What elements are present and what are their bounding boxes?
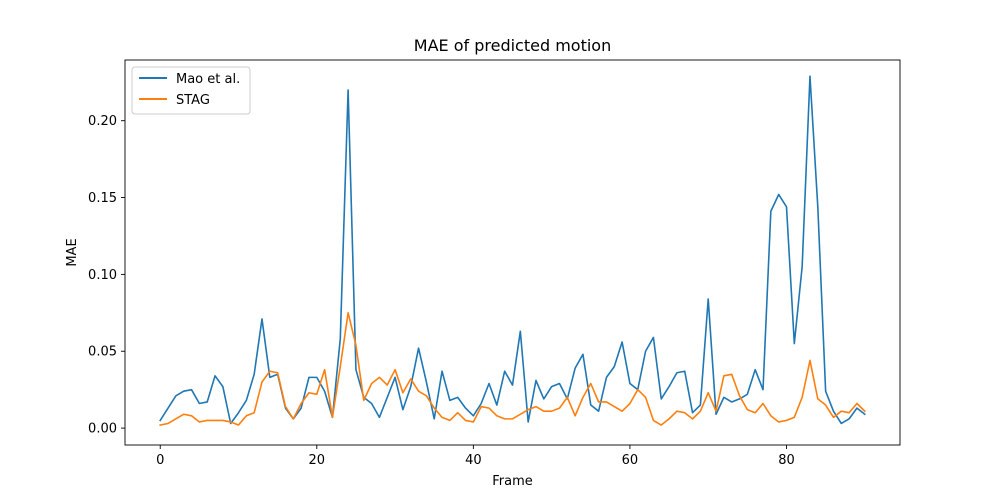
x-tick-label: 80: [778, 453, 795, 468]
series-layer: [159, 75, 866, 426]
y-axis-label: MAE: [65, 238, 80, 266]
y-tick-label: 0.20: [88, 114, 117, 129]
x-tick-label: 20: [309, 453, 326, 468]
series-line-stag: [159, 312, 866, 426]
y-tick-label: 0.10: [88, 268, 117, 283]
plot-area: [125, 60, 900, 445]
y-tick-label: 0.05: [88, 345, 117, 360]
legend-label-mao: Mao et al.: [176, 72, 240, 87]
x-tick-label: 60: [622, 453, 639, 468]
legend: Mao et al. STAG: [131, 66, 251, 115]
x-tick-label: 0: [156, 453, 164, 468]
x-axis-label: Frame: [492, 474, 533, 489]
x-tick-label: 40: [465, 453, 482, 468]
legend-label-stag: STAG: [176, 93, 210, 108]
y-tick-label: 0.00: [88, 422, 117, 437]
plot-frame: [124, 59, 901, 446]
chart-title: MAE of predicted motion: [414, 36, 611, 55]
y-axis: 0.00 0.05 0.10 0.15 0.20: [88, 114, 125, 437]
y-tick-label: 0.15: [88, 191, 117, 206]
x-axis: 0 20 40 60 80: [156, 445, 795, 468]
